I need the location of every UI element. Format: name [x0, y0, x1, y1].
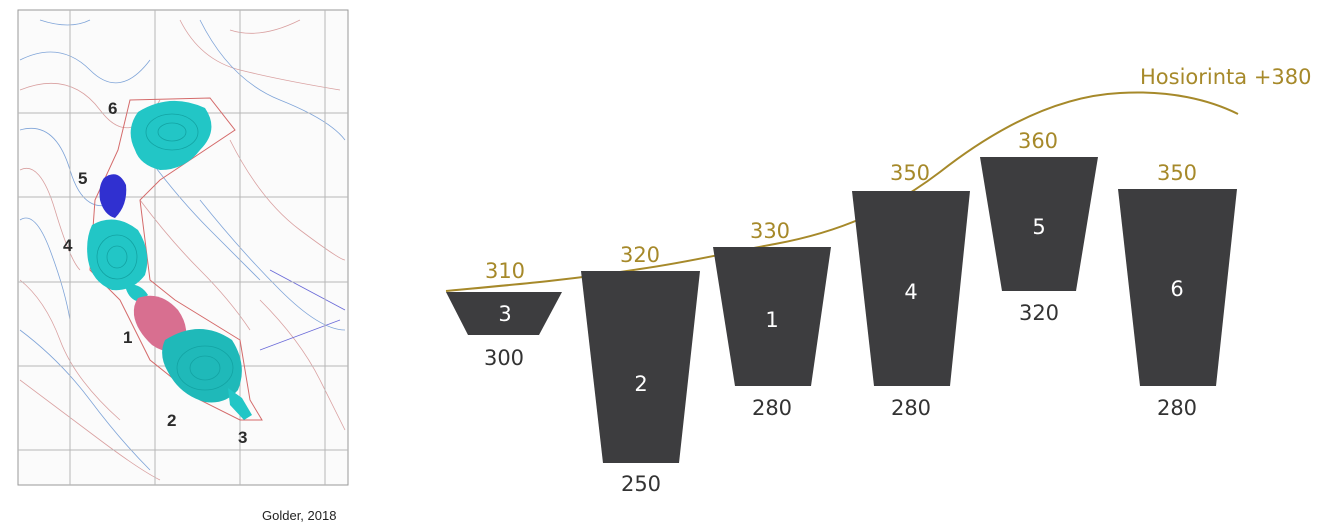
orebody-4-shape [87, 219, 148, 291]
pit-4-bottom-elevation: 280 [891, 396, 931, 420]
orebody-5-shape [99, 174, 127, 218]
map-credit: Golder, 2018 [262, 508, 336, 523]
pit-1-shape [713, 247, 831, 386]
pit-profile-diagram: Hosiorinta +380 3 2 1 4 5 6 310 320 330 … [445, 65, 1312, 496]
map-label-1: 1 [123, 328, 132, 347]
pit-5-bottom-elevation: 320 [1019, 301, 1059, 325]
pit-3-top-elevation: 310 [485, 259, 525, 283]
pit-2-top-elevation: 320 [620, 243, 660, 267]
pit-1-bottom-elevation: 280 [752, 396, 792, 420]
pit-6-bottom-elevation: 280 [1157, 396, 1197, 420]
reference-level-label: Hosiorinta +380 [1140, 65, 1312, 89]
pit-2-label: 2 [634, 372, 647, 396]
pit-4-shape [852, 191, 970, 386]
pit-5-top-elevation: 360 [1018, 129, 1058, 153]
map-label-2: 2 [167, 411, 176, 430]
map-frame [17, 9, 349, 486]
pit-1-top-elevation: 330 [750, 219, 790, 243]
map-label-6: 6 [108, 99, 117, 118]
pit-3-bottom-elevation: 300 [484, 346, 524, 370]
orebody-6-shape [130, 100, 212, 170]
pit-6-shape [1118, 189, 1237, 386]
pit-shapes [446, 157, 1237, 463]
map-label-5: 5 [78, 169, 87, 188]
orebody-contours [96, 113, 234, 391]
site-map: 6 5 4 1 2 3 Golder, 2018 [17, 9, 349, 523]
pit-5-shape [980, 157, 1098, 291]
pit-1-label: 1 [765, 308, 778, 332]
pit-4-top-elevation: 350 [890, 161, 930, 185]
pit-6-top-elevation: 350 [1157, 161, 1197, 185]
pit-2-bottom-elevation: 250 [621, 472, 661, 496]
pit-2-shape [581, 271, 700, 463]
map-label-3: 3 [238, 428, 247, 447]
orebody-3-shape [228, 388, 252, 420]
pit-3-shape [446, 292, 562, 335]
orebody-2-shape [162, 329, 242, 403]
pit-5-label: 5 [1032, 215, 1045, 239]
pit-6-label: 6 [1170, 277, 1183, 301]
pit-4-label: 4 [904, 280, 917, 304]
map-label-4: 4 [63, 236, 73, 255]
pit-3-label: 3 [498, 302, 511, 326]
